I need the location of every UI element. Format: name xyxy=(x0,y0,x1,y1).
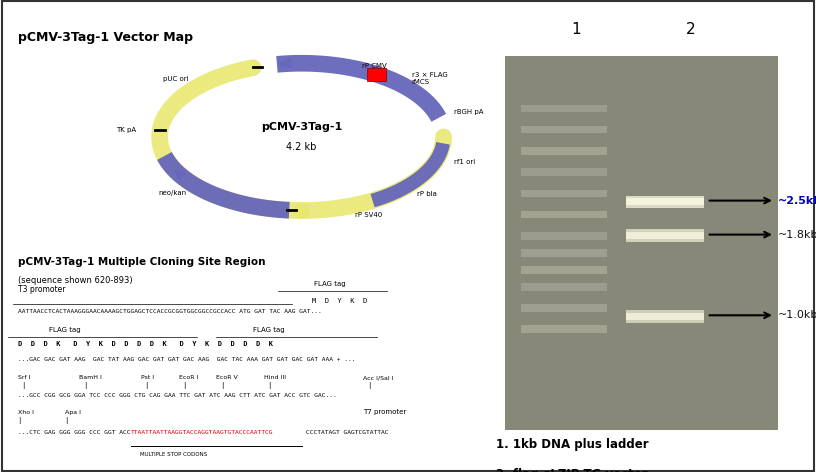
FancyBboxPatch shape xyxy=(626,232,703,239)
FancyBboxPatch shape xyxy=(521,304,607,312)
Text: |: | xyxy=(145,382,148,389)
FancyBboxPatch shape xyxy=(521,283,607,291)
Text: AATTAACCTCACTAAAGGGAACAAAAGCTGGAGCTCCACCGCGGTGGCGGCCGCCACC ATG GAT TAC AAG GAT..: AATTAACCTCACTAAAGGGAACAAAAGCTGGAGCTCCACC… xyxy=(18,309,322,314)
FancyBboxPatch shape xyxy=(521,190,607,197)
Text: CCCTATAGT GAGTCGTATTAC: CCCTATAGT GAGTCGTATTAC xyxy=(306,430,389,435)
Text: Hind III: Hind III xyxy=(264,375,286,380)
Text: FLAG tag: FLAG tag xyxy=(314,281,346,287)
Text: TTAATTAATTAAGGTACCAGGTAAGTGTACCCAATTCG: TTAATTAATTAAGGTACCAGGTAAGTGTACCCAATTCG xyxy=(131,430,273,435)
FancyBboxPatch shape xyxy=(521,211,607,219)
Text: ...GAC GAC GAT AAG  GAC TAT AAG GAC GAT GAT GAC AAG  GAC TAC AAA GAT GAT GAC GAT: ...GAC GAC GAT AAG GAC TAT AAG GAC GAT G… xyxy=(18,356,355,362)
Text: |: | xyxy=(65,417,68,424)
Text: pCMV-3Tag-1: pCMV-3Tag-1 xyxy=(261,122,342,132)
FancyBboxPatch shape xyxy=(505,56,778,430)
FancyBboxPatch shape xyxy=(521,169,607,176)
Text: T7 promoter: T7 promoter xyxy=(363,409,406,415)
FancyBboxPatch shape xyxy=(521,249,607,257)
Text: FLAG tag: FLAG tag xyxy=(253,327,284,333)
Text: 2: 2 xyxy=(686,22,696,37)
Text: |: | xyxy=(84,382,86,389)
Text: BamH I: BamH I xyxy=(79,375,102,380)
Text: pCMV-3Tag-1 Multiple Cloning Site Region: pCMV-3Tag-1 Multiple Cloning Site Region xyxy=(18,257,265,267)
Text: Apa I: Apa I xyxy=(65,410,81,415)
FancyBboxPatch shape xyxy=(521,232,607,240)
Text: r3 × FLAG
rMCS: r3 × FLAG rMCS xyxy=(412,72,447,84)
FancyBboxPatch shape xyxy=(626,195,703,208)
FancyBboxPatch shape xyxy=(626,198,703,205)
Text: TK pA: TK pA xyxy=(117,127,136,134)
Text: rf1 ori: rf1 ori xyxy=(454,159,475,165)
Text: Xho I: Xho I xyxy=(18,410,33,415)
Text: |: | xyxy=(184,382,186,389)
Text: ~1.8kb: ~1.8kb xyxy=(778,229,816,240)
Text: |: | xyxy=(368,382,370,389)
FancyBboxPatch shape xyxy=(521,326,607,333)
Text: ...GCC CGG GCG GGA TCC CCC GGG CTG CAG GAA TTC GAT ATC AAG CTT ATC GAT ACC GTC G: ...GCC CGG GCG GGA TCC CCC GGG CTG CAG G… xyxy=(18,394,336,398)
Text: T3 promoter: T3 promoter xyxy=(18,285,65,294)
Text: ~1.0kb: ~1.0kb xyxy=(778,310,816,320)
Text: D  D  D  K   D  Y  K  D  D  D  D  K   D  Y  K  D  D  D  D  K: D D D K D Y K D D D D K D Y K D D D D K xyxy=(18,341,273,347)
Text: EcoR I: EcoR I xyxy=(179,375,198,380)
Bar xyxy=(367,68,386,81)
Text: 1: 1 xyxy=(572,22,581,37)
Text: EcoR V: EcoR V xyxy=(216,375,238,380)
Text: neo/kan: neo/kan xyxy=(158,190,187,196)
Text: |: | xyxy=(221,382,224,389)
Text: |: | xyxy=(22,382,24,389)
Text: rP CMV: rP CMV xyxy=(362,63,387,69)
FancyBboxPatch shape xyxy=(521,266,607,274)
Text: rBGH pA: rBGH pA xyxy=(454,109,483,115)
FancyBboxPatch shape xyxy=(626,313,703,320)
FancyBboxPatch shape xyxy=(626,310,703,323)
Text: (sequence shown 620-893): (sequence shown 620-893) xyxy=(18,276,132,285)
Text: rP bla: rP bla xyxy=(417,191,437,196)
Text: ...CTC GAG GGG GGG CCC GGT ACC: ...CTC GAG GGG GGG CCC GGT ACC xyxy=(18,430,134,435)
Text: M  D  Y  K  D: M D Y K D xyxy=(312,298,367,304)
Text: |: | xyxy=(18,417,20,424)
Text: 2. flag-sLZIP TG vector: 2. flag-sLZIP TG vector xyxy=(496,468,647,472)
Text: Acc I/Sal I: Acc I/Sal I xyxy=(363,375,393,380)
Text: pCMV-3Tag-1 Vector Map: pCMV-3Tag-1 Vector Map xyxy=(18,31,193,44)
Text: 4.2 kb: 4.2 kb xyxy=(286,142,317,152)
Text: ~2.5kb: ~2.5kb xyxy=(778,195,816,206)
Text: rP SV40: rP SV40 xyxy=(355,212,382,218)
Text: FLAG tag: FLAG tag xyxy=(49,327,81,333)
Text: pUC ori: pUC ori xyxy=(162,76,188,82)
Text: |: | xyxy=(268,382,271,389)
FancyBboxPatch shape xyxy=(626,229,703,242)
FancyBboxPatch shape xyxy=(521,147,607,155)
Text: Srf I: Srf I xyxy=(18,375,30,380)
Text: Pst I: Pst I xyxy=(140,375,153,380)
FancyBboxPatch shape xyxy=(521,126,607,134)
FancyBboxPatch shape xyxy=(521,105,607,112)
Text: MULTIPLE STOP CODONS: MULTIPLE STOP CODONS xyxy=(140,452,207,457)
Text: 1. 1kb DNA plus ladder: 1. 1kb DNA plus ladder xyxy=(496,438,649,452)
